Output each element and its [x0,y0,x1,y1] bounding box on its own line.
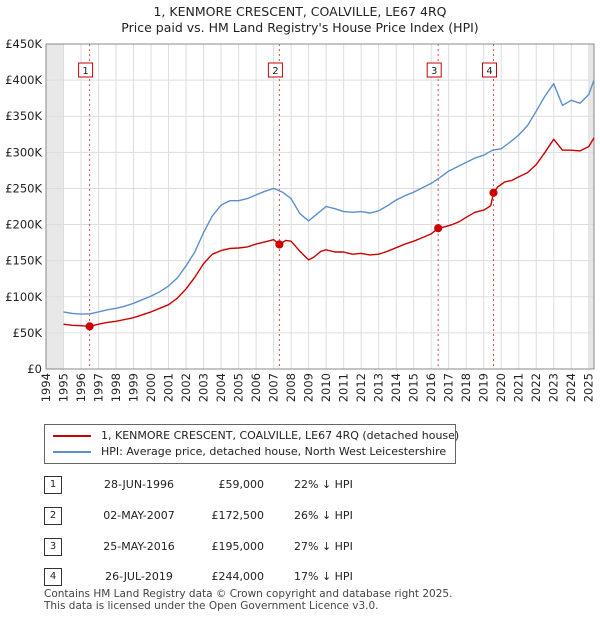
x-tick-label: 1994 [39,373,53,402]
x-tick-label: 2008 [284,373,298,402]
sale-point [434,224,443,233]
x-tick-label: 2013 [372,373,386,402]
y-tick-label: £0 [27,362,42,376]
sale-hpi-diff: 27% ↓ HPI [294,540,353,553]
legend: 1, KENMORE CRESCENT, COALVILLE, LE67 4RQ… [44,424,460,464]
x-tick-label: 2004 [214,373,228,402]
x-tick-label: 1995 [57,373,71,402]
x-tick-label: 2020 [494,373,508,402]
y-tick-label: £450K [5,37,42,51]
sale-badge: 1 [44,476,62,494]
y-tick-label: £300K [5,145,42,159]
y-tick-label: £250K [5,181,42,195]
sale-hpi-diff: 26% ↓ HPI [294,509,353,522]
x-tick-label: 2012 [354,373,368,402]
y-tick-label: £200K [5,218,42,232]
footer-copyright: Contains HM Land Registry data © Crown c… [44,588,453,600]
sale-price: £172,500 [211,509,265,522]
sale-number-label: 2 [272,66,278,77]
x-tick-label: 2001 [162,373,176,402]
sale-badge: 2 [44,507,62,525]
x-tick-label: 2003 [197,373,211,402]
sale-number-label: 4 [486,66,492,77]
x-tick-label: 2015 [407,373,421,402]
sale-number-box [426,62,442,78]
y-tick-label: £50K [13,326,43,340]
legend-label-property: 1, KENMORE CRESCENT, COALVILLE, LE67 4RQ… [101,429,460,442]
sale-price: £244,000 [211,570,265,583]
footer-licence: This data is licensed under the Open Gov… [44,600,379,612]
y-tick-label: £100K [5,290,42,304]
y-tick-label: £350K [5,109,42,123]
x-tick-label: 2018 [459,373,473,402]
sale-price: £59,000 [218,478,265,491]
sale-number-box [267,62,283,78]
x-tick-label: 1997 [92,373,106,402]
sale-hpi-diff: 17% ↓ HPI [294,570,353,583]
legend-swatch-property [53,435,91,437]
legend-swatch-hpi [53,451,91,453]
y-tick-label: £150K [5,254,42,268]
x-tick-label: 2014 [389,373,403,402]
sale-date: 25-MAY-2016 [103,540,175,553]
plot-frame [45,43,595,370]
x-tick-label: 2005 [232,373,246,402]
x-tick-label: 2010 [319,373,333,402]
shaded-region [46,44,64,369]
hpi-line [63,79,595,315]
sale-point [275,240,284,249]
x-tick-label: 2006 [249,373,263,402]
chart-title: 1, KENMORE CRESCENT, COALVILLE, LE67 4RQ [153,4,447,19]
sale-point [489,188,498,197]
sale-number-box [482,62,498,78]
sale-badge: 3 [44,538,62,556]
y-tick-label: £400K [5,73,42,87]
x-tick-label: 2025 [582,373,596,402]
x-tick-label: 1999 [127,373,141,402]
sale-point [85,322,94,331]
property-price-line [63,137,595,328]
plot-area [46,44,594,369]
x-tick-label: 2022 [529,373,543,402]
sale-number-label: 3 [431,66,437,77]
x-tick-label: 2016 [424,373,438,402]
sale-price: £195,000 [211,540,265,553]
price-chart: £0 £50K £100K £150K £200K £250K £300K £350K £400… [5,37,596,402]
sale-number-box [78,62,94,78]
x-tick-label: 2011 [337,373,351,402]
sale-date: 28-JUN-1996 [103,478,175,491]
sale-date: 02-MAY-2007 [103,509,175,522]
sale-row: 2 02-MAY-2007 £172,500 26% ↓ HPI [44,507,444,525]
x-tick-label: 2024 [564,373,578,402]
x-tick-label: 2007 [267,373,281,402]
x-tick-label: 2000 [144,373,158,402]
sale-badge: 4 [44,568,62,586]
x-tick-label: 2009 [302,373,316,402]
x-tick-label: 1998 [109,373,123,402]
chart-subtitle: Price paid vs. HM Land Registry's House … [121,20,479,35]
sale-row: 3 25-MAY-2016 £195,000 27% ↓ HPI [44,538,444,556]
x-tick-label: 2002 [179,373,193,402]
x-tick-label: 1996 [74,373,88,402]
x-tick-label: 2023 [547,373,561,402]
sale-row: 4 26-JUL-2019 £244,000 17% ↓ HPI [44,568,444,586]
x-tick-label: 2019 [477,373,491,402]
sale-hpi-diff: 22% ↓ HPI [294,478,353,491]
legend-label-hpi: HPI: Average price, detached house, Nort… [101,445,447,458]
x-tick-label: 2021 [512,373,526,402]
x-tick-label: 2017 [442,373,456,402]
sale-row: 1 28-JUN-1996 £59,000 22% ↓ HPI [44,476,444,494]
shaded-region [588,44,594,369]
sale-date: 26-JUL-2019 [105,570,173,583]
sale-number-label: 1 [82,66,88,77]
